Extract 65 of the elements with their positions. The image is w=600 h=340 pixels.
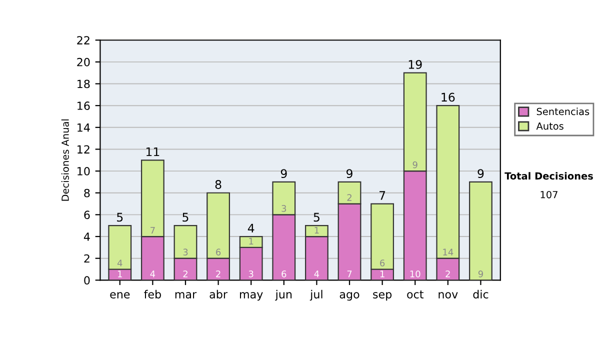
data-label: 3 bbox=[248, 270, 254, 278]
text: Total Decisiones bbox=[504, 172, 593, 180]
data-label: 2 bbox=[446, 270, 450, 278]
data-label: 14 bbox=[443, 248, 454, 256]
y-tick-label: 2 bbox=[84, 254, 90, 263]
data-label: 9 bbox=[412, 161, 418, 168]
x-tick-label: jun bbox=[275, 290, 292, 301]
y-tick-label: 10 bbox=[78, 167, 90, 176]
data-label: 10 bbox=[410, 270, 420, 278]
y-tick-label: 20 bbox=[77, 58, 90, 66]
data-label: 2 bbox=[347, 194, 352, 201]
x-tick-label: oct bbox=[407, 290, 424, 298]
data-label: 9 bbox=[478, 270, 483, 278]
bar bbox=[469, 181, 492, 280]
x-tick-label: may bbox=[240, 292, 263, 301]
data-label: 6 bbox=[380, 260, 385, 266]
total-label: 19 bbox=[408, 60, 422, 69]
data-label: 2 bbox=[216, 270, 220, 278]
x-tick-label: jul bbox=[310, 290, 322, 301]
total-label: 5 bbox=[117, 212, 123, 222]
total-label: 8 bbox=[215, 180, 222, 189]
y-tick-label: 14 bbox=[78, 124, 90, 132]
y-tick-label: 12 bbox=[78, 145, 90, 154]
total-label: 5 bbox=[314, 212, 320, 222]
data-label: 3 bbox=[183, 248, 188, 256]
data-label: 1 bbox=[314, 226, 319, 234]
legend-label: Sentencias bbox=[536, 108, 590, 116]
data-label: 4 bbox=[117, 260, 122, 266]
y-tick-label: 4 bbox=[84, 232, 90, 241]
text: 107 bbox=[540, 190, 558, 198]
total-label: 9 bbox=[478, 169, 484, 178]
x-tick-label: dic bbox=[473, 290, 488, 298]
data-label: 7 bbox=[347, 270, 352, 278]
data-label: 2 bbox=[183, 270, 188, 278]
y-tick-label: 8 bbox=[84, 188, 90, 198]
y-tick-label: 16 bbox=[78, 102, 90, 110]
data-label: 6 bbox=[282, 270, 286, 278]
x-tick-label: nov bbox=[438, 292, 458, 298]
x-tick-label: feb bbox=[144, 290, 161, 298]
total-label: 4 bbox=[248, 224, 254, 232]
data-label: 1 bbox=[380, 270, 384, 278]
y-tick-label: 6 bbox=[84, 210, 90, 220]
total-label: 5 bbox=[182, 212, 188, 222]
y-tick-label: 0 bbox=[84, 276, 90, 285]
x-tick-label: ene bbox=[110, 292, 130, 298]
data-label: 1 bbox=[118, 270, 122, 278]
total-label: 16 bbox=[442, 92, 455, 102]
total-label: 9 bbox=[346, 169, 352, 178]
data-label: 6 bbox=[216, 248, 221, 256]
data-label: 7 bbox=[150, 226, 155, 234]
x-tick-label: abr bbox=[210, 290, 228, 298]
y-tick-label: 22 bbox=[77, 36, 90, 44]
total-label: 7 bbox=[380, 191, 386, 200]
total-label: 9 bbox=[280, 169, 287, 178]
y-axis-title: Decisiones Anual bbox=[61, 119, 69, 201]
data-label: 3 bbox=[282, 205, 286, 212]
x-tick-label: mar bbox=[175, 292, 197, 298]
data-label: 4 bbox=[150, 270, 156, 278]
data-label: 4 bbox=[314, 270, 320, 278]
x-tick-label: sep bbox=[373, 292, 392, 301]
x-tick-label: ago bbox=[340, 292, 360, 301]
total-label: 11 bbox=[146, 147, 160, 156]
legend-label: Autos bbox=[536, 122, 564, 130]
data-label: 1 bbox=[249, 238, 254, 244]
y-tick-label: 18 bbox=[78, 80, 90, 88]
